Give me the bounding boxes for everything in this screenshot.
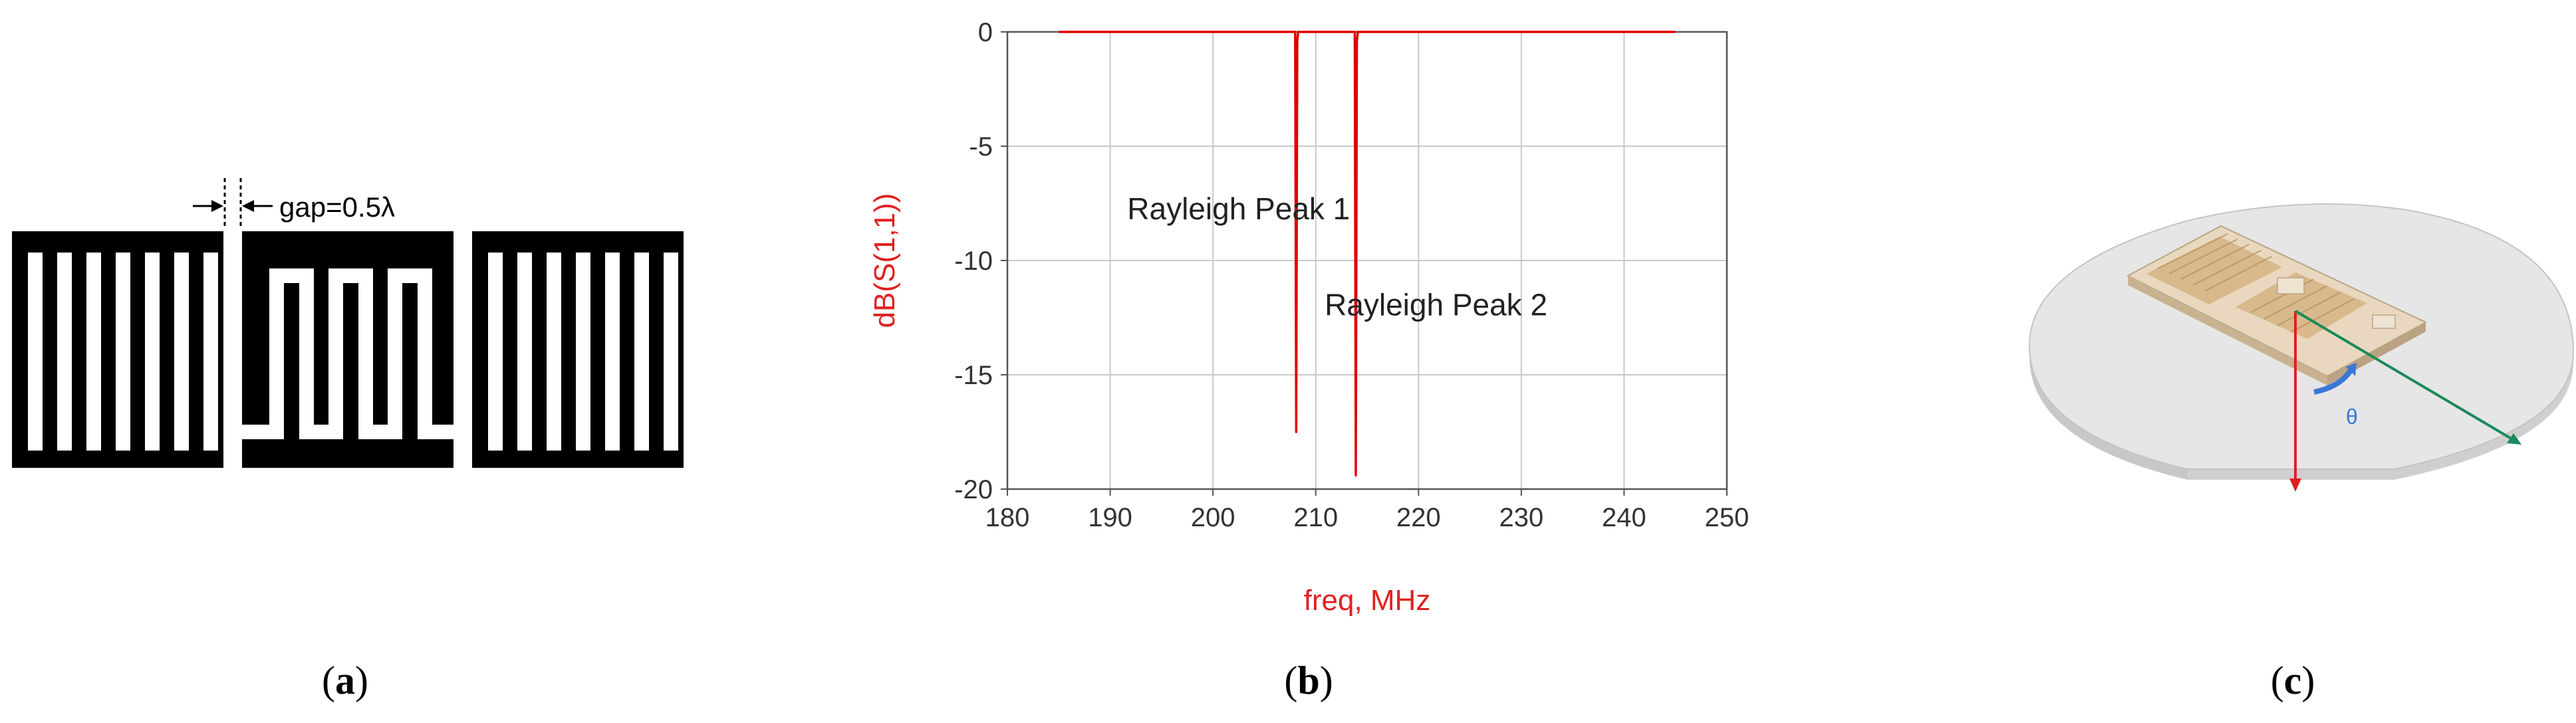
x-axis-label: freq, MHz [1304, 584, 1431, 617]
x-tick-label: 250 [1705, 503, 1749, 532]
left-idt [12, 231, 223, 468]
x-tick-label: 180 [985, 503, 1030, 532]
panel-b-chart: 180 190 200 210 220 230 240 250 0 -5 -10 -15 -20 Ra… [868, 18, 1749, 617]
right-idt [472, 231, 684, 468]
x-tick-label: 190 [1088, 503, 1132, 532]
caption-b: (b) [1284, 659, 1333, 702]
x-tick-label: 200 [1191, 503, 1235, 532]
wafer-edge [2029, 346, 2188, 480]
chart-grid [1001, 31, 1728, 496]
s11-series-line [1059, 31, 1676, 477]
y-tick-label: -5 [969, 132, 993, 161]
x-tick-label: 230 [1499, 503, 1543, 532]
x-tick-label: 220 [1396, 503, 1441, 532]
saw-chip [2126, 225, 2428, 385]
y-tick-label: -20 [954, 475, 993, 504]
y-axis-label: dB(S(1,1)) [868, 193, 901, 328]
x-tick-label: 210 [1293, 503, 1338, 532]
theta-label: θ [2346, 405, 2358, 429]
s11-curve [1059, 31, 1676, 477]
wafer-edge-right [2188, 352, 2573, 480]
middle-meander [242, 231, 453, 468]
panel-c-device-illustration: θ [2028, 203, 2575, 492]
gap-label: gap=0.5λ [279, 191, 395, 223]
y-tick-label: 0 [978, 18, 993, 47]
caption-c: (c) [2271, 659, 2315, 702]
y-tick-label: -10 [954, 247, 993, 276]
peak-annotation: Rayleigh Peak 2 [1325, 288, 1547, 322]
caption-a: (a) [322, 659, 368, 702]
x-tick-label: 240 [1602, 503, 1646, 532]
chart-annotations: Rayleigh Peak 1 Rayleigh Peak 2 [1127, 191, 1547, 322]
gap-dimension: gap=0.5λ [193, 178, 395, 229]
coordinate-axes: θ [2289, 310, 2521, 492]
y-tick-labels: 0 -5 -10 -15 -20 [954, 18, 993, 504]
panel-a-idt-diagram: gap=0.5λ [12, 178, 684, 468]
y-tick-label: -15 [954, 361, 993, 390]
peak-annotation: Rayleigh Peak 1 [1127, 191, 1350, 226]
x-tick-labels: 180 190 200 210 220 230 240 250 [985, 503, 1749, 532]
